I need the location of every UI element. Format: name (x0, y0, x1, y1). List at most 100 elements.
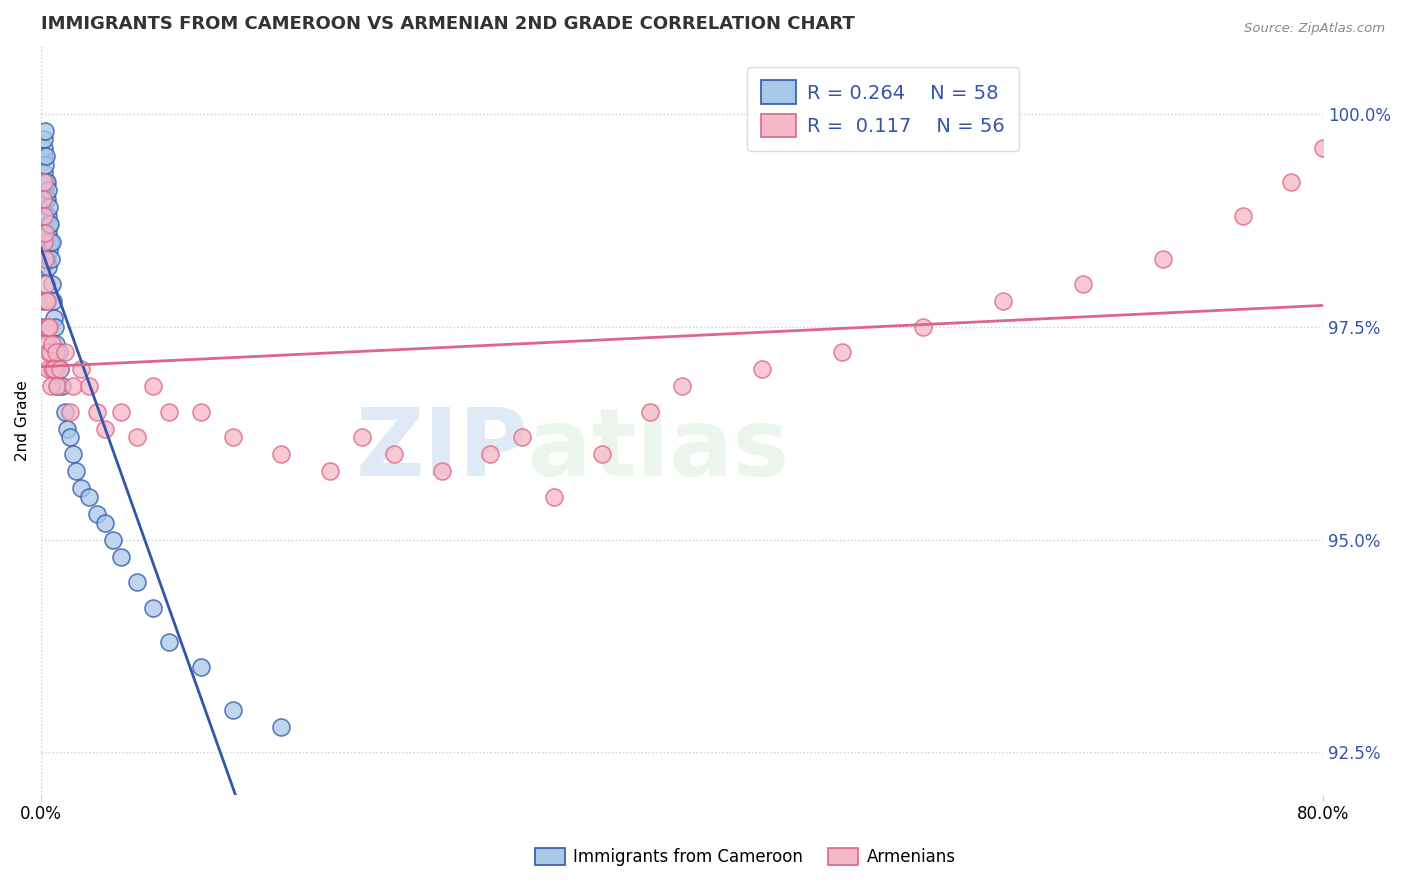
Point (42, 311, 65, 326)
Point (37, 209, 59, 223)
Point (37, 183, 59, 197)
Point (34, 226, 56, 240)
Point (41, 362, 63, 376)
Point (37, 226, 59, 240)
Point (478, 447, 501, 461)
Point (35, 294, 58, 309)
Point (44, 319, 66, 334)
Point (41, 336, 63, 351)
Point (157, 634, 180, 648)
Point (37, 345, 59, 359)
Point (991, 294, 1014, 309)
Point (41, 277, 63, 292)
Point (671, 379, 693, 393)
Point (35, 175, 58, 189)
Point (510, 430, 533, 444)
Point (34, 183, 56, 197)
Point (591, 447, 613, 461)
Text: ZIP: ZIP (356, 404, 529, 496)
Point (110, 405, 132, 419)
Point (34, 132, 56, 146)
Point (34, 124, 56, 138)
Point (53, 405, 76, 419)
Point (34, 158, 56, 172)
Point (37, 260, 59, 274)
Point (44, 336, 66, 351)
Point (53, 345, 76, 359)
Point (59, 430, 82, 444)
Point (37, 319, 59, 334)
Point (831, 345, 853, 359)
Point (38, 218, 60, 232)
Point (38, 243, 60, 257)
Point (94, 422, 117, 436)
Point (39, 252, 62, 266)
Point (34, 141, 56, 155)
Point (382, 447, 405, 461)
Point (157, 405, 180, 419)
Point (35, 277, 58, 292)
Point (49, 362, 72, 376)
Point (142, 379, 165, 393)
Point (37, 252, 59, 266)
Point (48, 345, 70, 359)
Point (911, 319, 934, 334)
Point (543, 490, 565, 504)
Point (190, 660, 212, 674)
Point (38, 319, 60, 334)
Point (62, 379, 84, 393)
Point (37, 336, 59, 351)
Point (44, 345, 66, 359)
Point (35, 235, 58, 249)
Point (51, 379, 73, 393)
Point (31, 192, 53, 206)
Point (49, 362, 72, 376)
Point (32, 192, 55, 206)
Point (59, 405, 82, 419)
Point (110, 549, 132, 564)
Point (38, 201, 60, 215)
Point (35, 319, 58, 334)
Point (39, 235, 62, 249)
Point (35, 149, 58, 163)
Point (62, 447, 84, 461)
Point (430, 465, 453, 479)
Legend: R = 0.264    N = 58, R =  0.117    N = 56: R = 0.264 N = 58, R = 0.117 N = 56 (747, 67, 1018, 151)
Point (32, 166, 55, 180)
Text: IMMIGRANTS FROM CAMEROON VS ARMENIAN 2ND GRADE CORRELATION CHART: IMMIGRANTS FROM CAMEROON VS ARMENIAN 2ND… (41, 15, 855, 33)
Point (270, 447, 292, 461)
Point (318, 465, 340, 479)
Point (1152, 252, 1174, 266)
Point (34, 175, 56, 189)
Point (86, 507, 108, 521)
Point (77, 490, 100, 504)
Point (32, 235, 55, 249)
Point (1071, 277, 1094, 292)
Point (70, 362, 93, 376)
Point (32, 149, 55, 163)
Point (103, 533, 125, 547)
Point (32, 235, 55, 249)
Point (35, 192, 58, 206)
Point (1232, 209, 1254, 223)
Point (127, 575, 149, 590)
Point (46, 379, 69, 393)
Point (190, 405, 212, 419)
Point (65, 465, 87, 479)
Point (270, 720, 292, 734)
Point (37, 362, 59, 376)
Point (751, 362, 773, 376)
Point (127, 430, 149, 444)
Point (41, 235, 63, 249)
Point (55, 422, 77, 436)
Point (638, 405, 661, 419)
Point (77, 379, 100, 393)
Point (32, 209, 55, 223)
Point (42, 294, 65, 309)
Point (31, 260, 53, 274)
Point (1279, 175, 1302, 189)
Point (94, 516, 117, 530)
Point (350, 430, 373, 444)
Point (222, 430, 245, 444)
Point (35, 175, 58, 189)
